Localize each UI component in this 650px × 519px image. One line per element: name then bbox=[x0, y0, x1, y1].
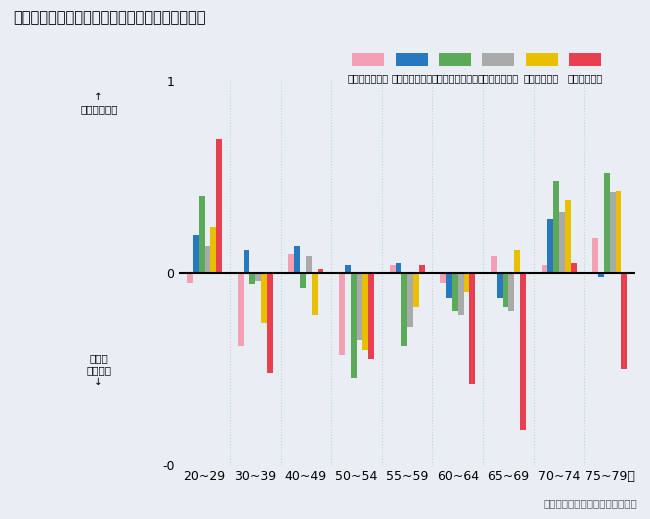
FancyBboxPatch shape bbox=[352, 52, 384, 66]
Bar bbox=[401, 273, 407, 346]
Bar bbox=[255, 273, 261, 281]
FancyBboxPatch shape bbox=[439, 52, 471, 66]
Text: 年代別の価値観の変化（シニアの就労実態調査）: 年代別の価値観の変化（シニアの就労実態調査） bbox=[13, 10, 205, 25]
Bar bbox=[193, 235, 199, 273]
Text: 他者への貢献: 他者への貢献 bbox=[567, 74, 603, 84]
Bar bbox=[362, 273, 368, 350]
Text: 仕事からの体験: 仕事からの体験 bbox=[478, 74, 519, 84]
Bar bbox=[318, 269, 323, 273]
Bar bbox=[514, 250, 520, 273]
FancyBboxPatch shape bbox=[482, 52, 514, 66]
Bar bbox=[413, 273, 419, 307]
Bar bbox=[244, 250, 250, 273]
Bar bbox=[351, 273, 356, 378]
Bar bbox=[345, 265, 351, 273]
Text: 生活のと調和: 生活のと調和 bbox=[524, 74, 559, 84]
Bar bbox=[610, 193, 616, 273]
Bar bbox=[250, 273, 255, 284]
Bar bbox=[306, 256, 312, 273]
Bar bbox=[571, 264, 577, 273]
FancyBboxPatch shape bbox=[396, 52, 428, 66]
Bar bbox=[616, 190, 621, 273]
Bar bbox=[294, 246, 300, 273]
Bar bbox=[502, 273, 508, 307]
Text: 体を動かすこと: 体を動かすこと bbox=[391, 74, 432, 84]
Bar bbox=[592, 239, 598, 273]
Bar bbox=[547, 220, 553, 273]
Bar bbox=[267, 273, 273, 373]
Bar bbox=[497, 273, 502, 298]
Bar bbox=[463, 273, 469, 292]
Bar bbox=[312, 273, 318, 315]
Text: 高い収入や栄誉: 高い収入や栄誉 bbox=[348, 74, 389, 84]
Text: ↑
価値を感じる: ↑ 価値を感じる bbox=[80, 92, 118, 114]
Bar bbox=[289, 254, 294, 273]
FancyBboxPatch shape bbox=[526, 52, 558, 66]
Bar bbox=[419, 265, 424, 273]
Bar bbox=[621, 273, 627, 369]
Bar bbox=[541, 265, 547, 273]
Bar bbox=[440, 273, 446, 282]
Bar bbox=[368, 273, 374, 359]
Bar bbox=[339, 273, 345, 356]
Bar bbox=[199, 196, 205, 273]
Bar bbox=[469, 273, 475, 384]
Bar bbox=[211, 227, 216, 273]
Bar bbox=[261, 273, 267, 323]
Bar bbox=[356, 273, 362, 340]
Bar bbox=[395, 264, 401, 273]
Bar bbox=[407, 273, 413, 326]
FancyBboxPatch shape bbox=[569, 52, 601, 66]
Text: 出所：リクルートワークス研究所: 出所：リクルートワークス研究所 bbox=[543, 499, 637, 509]
Bar bbox=[559, 212, 565, 273]
Bar bbox=[216, 139, 222, 273]
Bar bbox=[390, 265, 395, 273]
Bar bbox=[446, 273, 452, 298]
Bar bbox=[565, 200, 571, 273]
Bar bbox=[452, 273, 458, 311]
Bar bbox=[187, 273, 193, 282]
Bar bbox=[520, 273, 526, 430]
Bar bbox=[508, 273, 514, 311]
Bar bbox=[300, 273, 306, 289]
Text: 価値を
感じない
↓: 価値を 感じない ↓ bbox=[86, 353, 111, 387]
Bar bbox=[458, 273, 463, 315]
Bar bbox=[205, 246, 211, 273]
Bar bbox=[598, 273, 604, 277]
Text: 能力の発揮・向上: 能力の発揮・向上 bbox=[432, 74, 478, 84]
Bar bbox=[553, 181, 559, 273]
Bar bbox=[604, 173, 610, 273]
Bar bbox=[491, 256, 497, 273]
Bar bbox=[238, 273, 244, 346]
